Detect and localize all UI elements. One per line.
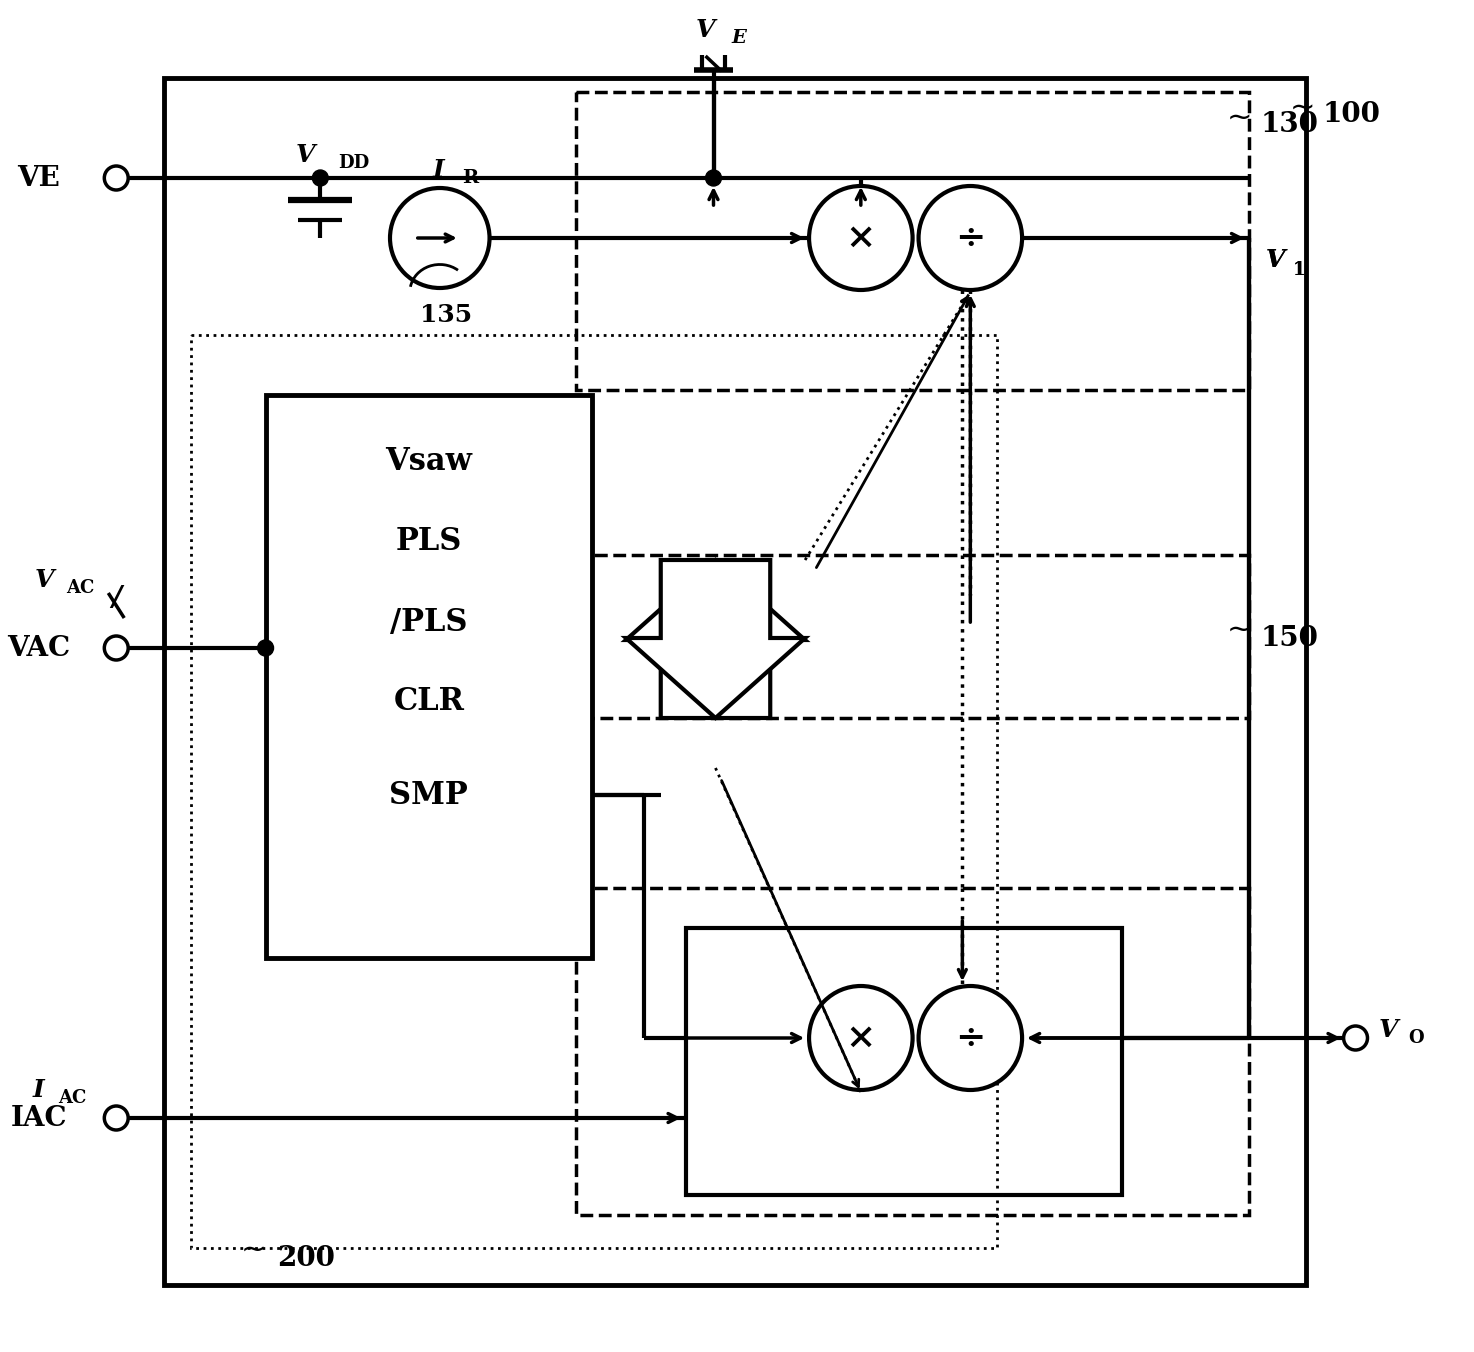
- Text: V: V: [296, 143, 315, 168]
- Bar: [576, 888, 1248, 1215]
- Text: ×: ×: [846, 220, 876, 256]
- Text: VAC: VAC: [7, 634, 71, 661]
- Text: 1: 1: [1293, 261, 1306, 279]
- Bar: [685, 927, 1122, 1195]
- Text: E: E: [731, 28, 746, 47]
- Text: V: V: [1266, 247, 1285, 272]
- Text: 100: 100: [1322, 101, 1381, 128]
- Text: ×: ×: [846, 1021, 876, 1055]
- Text: ~: ~: [1290, 93, 1315, 123]
- Text: VE: VE: [18, 165, 60, 192]
- Circle shape: [918, 986, 1021, 1090]
- Text: IAC: IAC: [10, 1105, 66, 1132]
- Text: I: I: [32, 1078, 44, 1102]
- Bar: [164, 78, 1306, 1284]
- Circle shape: [105, 635, 128, 660]
- Text: CLR: CLR: [394, 687, 464, 718]
- Circle shape: [391, 188, 489, 288]
- Bar: [265, 395, 593, 959]
- Text: DD: DD: [338, 154, 370, 172]
- Text: ~: ~: [240, 1236, 267, 1264]
- Circle shape: [105, 166, 128, 191]
- Bar: [192, 335, 998, 1248]
- Text: O: O: [1408, 1029, 1424, 1046]
- Polygon shape: [626, 560, 805, 718]
- Text: Vsaw: Vsaw: [385, 446, 472, 477]
- Text: PLS: PLS: [395, 526, 461, 557]
- Circle shape: [105, 1106, 128, 1130]
- Circle shape: [706, 170, 721, 187]
- Text: AC: AC: [59, 1088, 87, 1107]
- Text: AC: AC: [66, 579, 94, 598]
- Circle shape: [1344, 1026, 1368, 1051]
- Circle shape: [809, 187, 912, 289]
- Text: R: R: [461, 169, 478, 187]
- Text: SMP: SMP: [389, 780, 469, 810]
- Polygon shape: [626, 560, 805, 718]
- Text: 135: 135: [420, 303, 472, 327]
- Circle shape: [809, 986, 912, 1090]
- Text: /: /: [111, 584, 121, 611]
- Text: V: V: [696, 18, 715, 42]
- Text: V: V: [1266, 247, 1285, 272]
- Text: 1: 1: [1293, 261, 1306, 279]
- Text: 150: 150: [1260, 625, 1319, 652]
- Bar: [576, 92, 1248, 389]
- Text: 130: 130: [1260, 111, 1319, 138]
- Text: I: I: [433, 158, 445, 183]
- Text: ~: ~: [1226, 104, 1251, 132]
- Text: 200: 200: [277, 1244, 336, 1271]
- Bar: [576, 556, 1248, 718]
- Circle shape: [918, 187, 1021, 289]
- Circle shape: [258, 639, 274, 656]
- Text: ~: ~: [1226, 615, 1251, 645]
- Text: ÷: ÷: [955, 220, 986, 256]
- Text: /PLS: /PLS: [391, 607, 467, 638]
- Circle shape: [312, 170, 329, 187]
- Text: V: V: [35, 568, 55, 592]
- Text: ÷: ÷: [955, 1021, 986, 1055]
- Text: V: V: [1378, 1018, 1397, 1042]
